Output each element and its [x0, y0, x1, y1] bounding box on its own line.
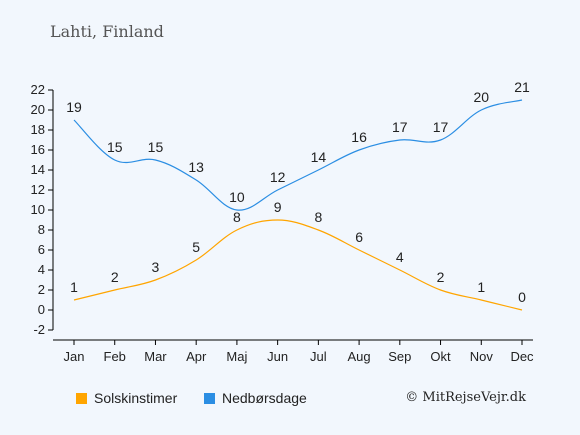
x-tick-label: Feb: [104, 349, 126, 364]
data-label-nedborsdage: 12: [270, 169, 286, 185]
data-label-nedborsdage: 21: [514, 79, 530, 95]
data-label-nedborsdage: 15: [107, 139, 123, 155]
x-tick-label: Jun: [267, 349, 288, 364]
y-tick-label: 18: [31, 122, 45, 137]
data-label-solskinstimer: 5: [192, 239, 200, 255]
legend-swatch-solskinstimer: [76, 392, 87, 404]
data-label-solskinstimer: 9: [274, 199, 282, 215]
data-label-nedborsdage: 10: [229, 189, 245, 205]
data-label-solskinstimer: 8: [314, 209, 322, 225]
y-tick-label: 2: [38, 282, 45, 297]
data-label-nedborsdage: 14: [311, 149, 327, 165]
legend-item-nedborsdage: Nedbørsdage: [204, 390, 307, 406]
y-tick-label: 14: [31, 162, 45, 177]
data-label-nedborsdage: 17: [433, 119, 449, 135]
x-tick-label: Jan: [64, 349, 85, 364]
data-label-nedborsdage: 19: [66, 99, 82, 115]
x-tick-label: Jul: [310, 349, 327, 364]
data-label-solskinstimer: 4: [396, 249, 404, 265]
legend-item-solskinstimer: Solskinstimer: [76, 390, 177, 406]
series-solskinstimer: 1 2 3 5 8 9 8 6 4 2 1 0: [70, 199, 526, 311]
y-tick-label: 6: [38, 242, 45, 257]
legend-swatch-nedborsdage: [204, 392, 215, 404]
data-label-solskinstimer: 0: [518, 289, 526, 305]
data-label-solskinstimer: 8: [233, 209, 241, 225]
x-tick-label: Maj: [226, 349, 247, 364]
y-tick-label: 20: [31, 102, 45, 117]
y-tick-label: 4: [38, 262, 45, 277]
data-label-nedborsdage: 16: [351, 129, 367, 145]
y-tick-label: -2: [33, 322, 45, 337]
x-tick-label: Nov: [470, 349, 494, 364]
data-label-solskinstimer: 1: [477, 279, 485, 295]
data-label-nedborsdage: 20: [473, 89, 489, 105]
data-label-solskinstimer: 6: [355, 229, 363, 245]
data-label-solskinstimer: 3: [152, 259, 160, 275]
series-line-nedborsdage: [73, 99, 523, 211]
x-tick-label: Okt: [430, 349, 451, 364]
series-nedborsdage: 19 15 15 13 10 12 14 16 17 17 20 21: [66, 79, 530, 211]
series-line-solskinstimer: [73, 219, 523, 311]
y-tick-label: 0: [38, 302, 45, 317]
data-label-solskinstimer: 2: [437, 269, 445, 285]
y-tick-label: 8: [38, 222, 45, 237]
credit-text: © MitRejseVejr.dk: [405, 390, 526, 405]
data-label-solskinstimer: 1: [70, 279, 78, 295]
x-tick-label: Sep: [388, 349, 411, 364]
x-tick-label: Apr: [186, 349, 207, 364]
x-tick-label: Mar: [144, 349, 167, 364]
x-tick-label: Dec: [510, 349, 534, 364]
legend-label-solskinstimer: Solskinstimer: [94, 390, 178, 406]
data-label-nedborsdage: 15: [148, 139, 164, 155]
legend-label-nedborsdage: Nedbørsdage: [222, 390, 307, 406]
chart-title: Lahti, Finland: [50, 22, 164, 41]
y-tick-label: 16: [31, 142, 45, 157]
y-tick-label: 10: [31, 202, 45, 217]
data-label-solskinstimer: 2: [111, 269, 119, 285]
data-label-nedborsdage: 13: [188, 159, 204, 175]
y-tick-label: 12: [31, 182, 45, 197]
y-tick-label: 22: [31, 82, 45, 97]
x-tick-label: Aug: [348, 349, 371, 364]
data-label-nedborsdage: 17: [392, 119, 408, 135]
